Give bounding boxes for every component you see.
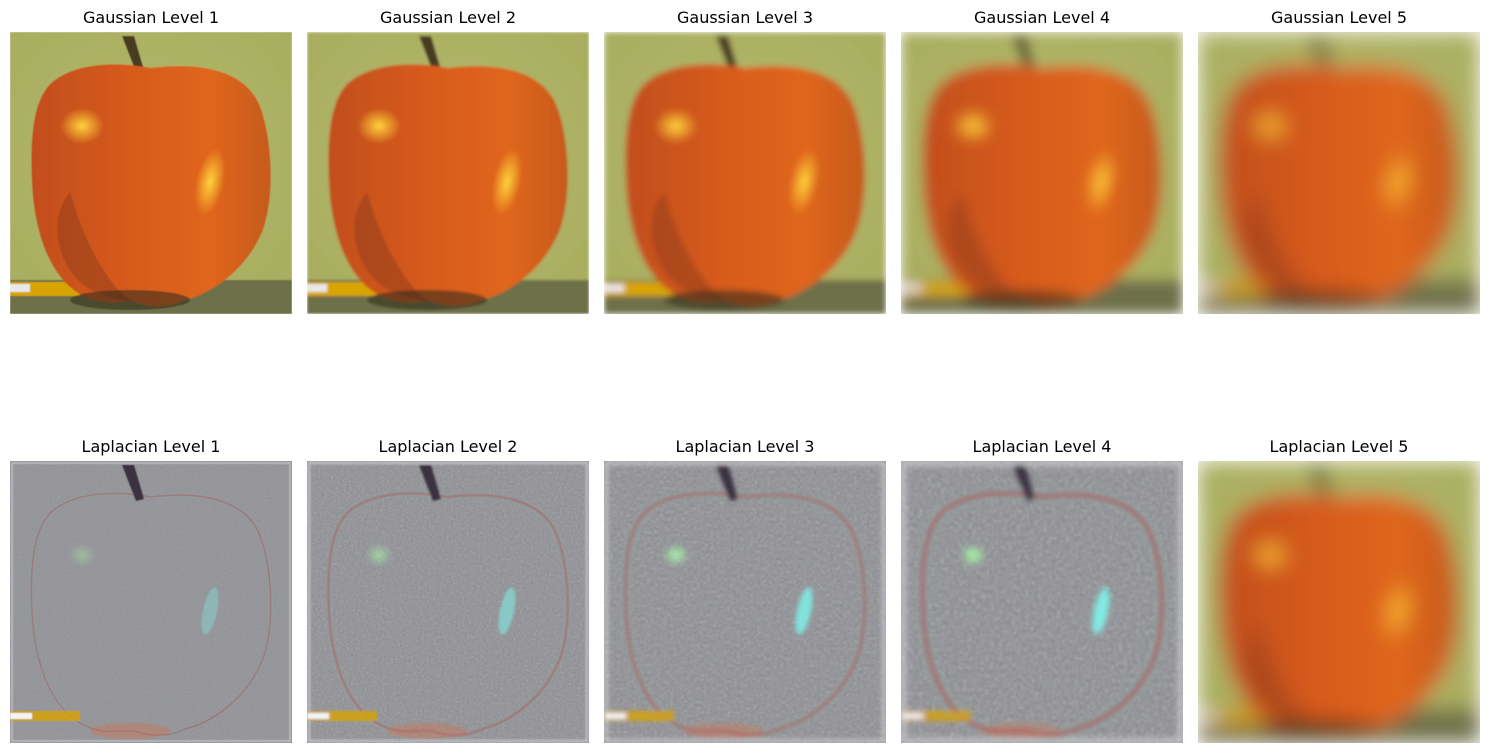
laplacian-title-4: Laplacian Level 4 [972, 437, 1112, 456]
laplacian-title-1: Laplacian Level 1 [81, 437, 221, 456]
laplacian-image-4 [901, 461, 1183, 743]
gaussian-image-2 [307, 32, 589, 314]
gaussian-title-2: Gaussian Level 2 [380, 8, 516, 27]
gaussian-image-3 [604, 32, 886, 314]
gaussian-image-1 [10, 32, 292, 314]
laplacian-title-2: Laplacian Level 2 [378, 437, 518, 456]
laplacian-image-1 [10, 461, 292, 743]
laplacian-image-2 [307, 461, 589, 743]
gaussian-image-5 [1198, 32, 1480, 314]
gaussian-title-4: Gaussian Level 4 [974, 8, 1110, 27]
gaussian-title-1: Gaussian Level 1 [83, 8, 219, 27]
laplacian-image-3 [604, 461, 886, 743]
laplacian-image-5 [1198, 461, 1480, 743]
laplacian-title-3: Laplacian Level 3 [675, 437, 815, 456]
gaussian-title-5: Gaussian Level 5 [1271, 8, 1407, 27]
laplacian-title-5: Laplacian Level 5 [1269, 437, 1409, 456]
gaussian-image-4 [901, 32, 1183, 314]
gaussian-title-3: Gaussian Level 3 [677, 8, 813, 27]
